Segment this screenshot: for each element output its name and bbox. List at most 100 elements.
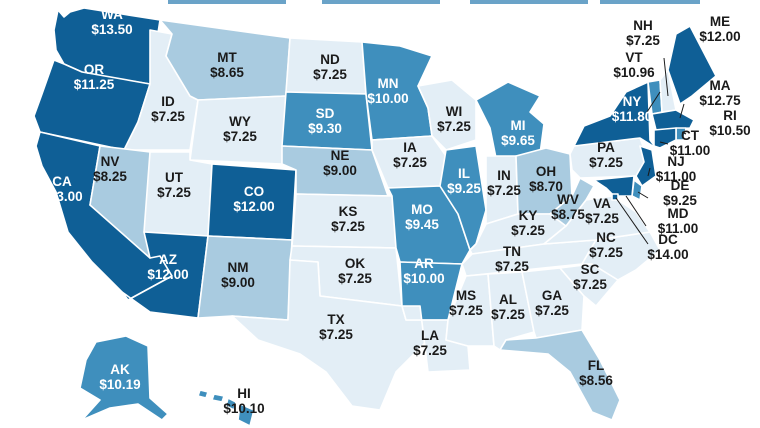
- state-wv[interactable]: [549, 177, 595, 227]
- state-label-sc: SC: [581, 262, 600, 277]
- state-wage-ut: $7.25: [157, 185, 191, 200]
- state-label-il: IL: [458, 166, 470, 181]
- state-wage-wa: $13.50: [91, 22, 132, 37]
- state-label-wa: WA: [101, 7, 123, 22]
- state-wage-nd: $7.25: [313, 67, 347, 82]
- state-label-ct: CT: [681, 128, 700, 143]
- legend-swatch-2: [322, 0, 440, 4]
- state-label-vt: VT: [625, 50, 643, 65]
- state-wage-ny: $11.80: [612, 109, 653, 124]
- state-label-ny: NY: [623, 94, 642, 109]
- state-ak[interactable]: [79, 335, 169, 421]
- state-label-hi: HI: [237, 386, 251, 401]
- state-label-mi: MI: [511, 118, 526, 133]
- state-wage-va: $7.25: [585, 211, 619, 226]
- state-label-al: AL: [499, 292, 517, 307]
- state-label-ky: KY: [519, 208, 538, 223]
- state-label-ok: OK: [345, 256, 366, 271]
- state-wage-ca: $13.00: [41, 189, 82, 204]
- state-wage-vt: $10.96: [613, 65, 655, 80]
- state-wage-wi: $7.25: [437, 119, 471, 134]
- state-label-ks: KS: [339, 204, 358, 219]
- state-wage-nv: $8.25: [93, 169, 127, 184]
- state-mi[interactable]: [475, 81, 545, 159]
- state-label-pa: PA: [597, 140, 615, 155]
- state-wage-id: $7.25: [151, 109, 185, 124]
- state-label-mn: MN: [378, 76, 399, 91]
- state-wage-ma: $12.75: [699, 93, 741, 108]
- state-label-dc: DC: [658, 232, 678, 247]
- state-wage-or: $11.25: [74, 77, 115, 92]
- state-wage-de: $9.25: [663, 193, 697, 208]
- state-label-wv: WV: [557, 192, 579, 207]
- state-label-ak: AK: [110, 362, 130, 377]
- state-wage-sd: $9.30: [308, 121, 342, 136]
- legend-swatch-1: [168, 0, 286, 4]
- state-label-tx: TX: [327, 312, 344, 327]
- state-wage-fl: $8.56: [579, 373, 613, 388]
- legend-strip: [168, 0, 700, 4]
- state-label-co: CO: [244, 184, 264, 199]
- state-wage-la: $7.25: [413, 343, 447, 358]
- state-wage-nh: $7.25: [626, 33, 660, 48]
- state-wage-in: $7.25: [487, 183, 521, 198]
- state-wage-mn: $10.00: [367, 91, 408, 106]
- state-wage-al: $7.25: [491, 307, 525, 322]
- state-label-de: DE: [671, 178, 690, 193]
- state-wage-ar: $10.00: [403, 271, 444, 286]
- state-wage-ne: $9.00: [323, 163, 357, 178]
- state-ma[interactable]: [651, 109, 695, 131]
- state-label-ga: GA: [542, 288, 563, 303]
- state-wage-sc: $7.25: [573, 277, 607, 292]
- state-label-nm: NM: [228, 260, 249, 275]
- state-wage-hi: $10.10: [223, 401, 264, 416]
- state-wage-md: $11.00: [658, 221, 699, 236]
- state-hi[interactable]: [197, 389, 255, 427]
- state-wage-co: $12.00: [233, 199, 274, 214]
- state-wage-oh: $8.70: [529, 179, 563, 194]
- state-label-ca: CA: [52, 174, 72, 189]
- state-me[interactable]: [667, 25, 717, 105]
- state-wi[interactable]: [417, 79, 477, 151]
- state-label-ut: UT: [165, 170, 184, 185]
- state-label-oh: OH: [536, 164, 556, 179]
- state-tx[interactable]: [231, 259, 429, 411]
- state-wage-mi: $9.65: [501, 133, 535, 148]
- state-wage-tx: $7.25: [319, 327, 353, 342]
- state-fl[interactable]: [499, 329, 621, 421]
- state-label-nj: NJ: [667, 154, 684, 169]
- state-wage-ok: $7.25: [338, 271, 372, 286]
- state-label-me: ME: [710, 14, 730, 29]
- state-label-ma: MA: [710, 78, 731, 93]
- state-wage-ri: $10.50: [709, 123, 750, 138]
- state-label-wi: WI: [446, 104, 463, 119]
- state-label-ar: AR: [414, 256, 434, 271]
- state-wage-nc: $7.25: [589, 245, 623, 260]
- state-label-tn: TN: [503, 244, 521, 259]
- legend-swatch-4: [600, 0, 700, 4]
- state-label-sd: SD: [316, 106, 335, 121]
- state-label-md: MD: [668, 206, 689, 221]
- state-wage-dc: $14.00: [647, 247, 688, 262]
- state-wage-nj: $11.00: [656, 169, 697, 184]
- state-label-mt: MT: [217, 50, 237, 65]
- state-label-wy: WY: [229, 114, 251, 129]
- state-wage-mo: $9.45: [405, 217, 439, 232]
- label-leader-lines: [615, 57, 687, 245]
- state-labels: WA$13.50OR$11.25CA$13.00ID$7.25NV$8.25MT…: [41, 7, 750, 416]
- state-md[interactable]: [593, 175, 635, 197]
- state-label-ms: MS: [456, 288, 476, 303]
- state-wage-wy: $7.25: [223, 129, 257, 144]
- state-label-la: LA: [421, 328, 439, 343]
- legend-swatch-3: [470, 0, 588, 4]
- state-label-nh: NH: [633, 18, 653, 33]
- state-wage-tn: $7.25: [495, 259, 529, 274]
- state-wage-ga: $7.25: [535, 303, 569, 318]
- state-label-ri: RI: [723, 108, 737, 123]
- state-label-id: ID: [161, 94, 175, 109]
- state-wage-ak: $10.19: [99, 377, 140, 392]
- state-label-ia: IA: [403, 140, 417, 155]
- state-wage-mt: $8.65: [210, 65, 244, 80]
